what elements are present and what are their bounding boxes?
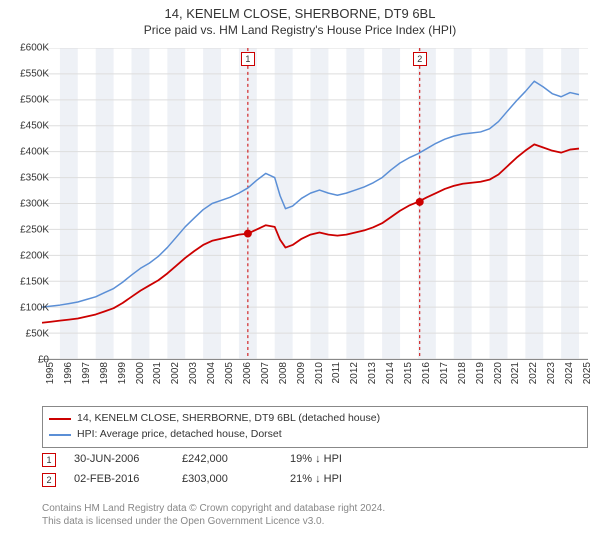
legend-label: 14, KENELM CLOSE, SHERBORNE, DT9 6BL (de… <box>77 411 380 427</box>
chart-svg <box>42 48 588 359</box>
sale-marker-flag: 2 <box>413 52 427 66</box>
x-tick-label: 2003 <box>188 362 199 384</box>
sales-table: 1 30-JUN-2006 £242,000 19% ↓ HPI 2 02-FEB-201… <box>42 450 380 490</box>
x-tick-label: 2013 <box>367 362 378 384</box>
chart-title-line1: 14, KENELM CLOSE, SHERBORNE, DT9 6BL <box>0 6 600 23</box>
y-tick-label: £200K <box>9 251 49 262</box>
x-tick-label: 1996 <box>63 362 74 384</box>
y-tick-label: £400K <box>9 147 49 158</box>
x-tick-label: 1998 <box>99 362 110 384</box>
sales-row: 2 02-FEB-2016 £303,000 21% ↓ HPI <box>42 470 380 490</box>
y-tick-label: £250K <box>9 225 49 236</box>
x-tick-label: 2022 <box>528 362 539 384</box>
x-tick-label: 2018 <box>457 362 468 384</box>
y-tick-label: £450K <box>9 121 49 132</box>
x-tick-label: 2009 <box>296 362 307 384</box>
x-tick-label: 2023 <box>546 362 557 384</box>
x-tick-label: 2017 <box>439 362 450 384</box>
x-tick-label: 2001 <box>152 362 163 384</box>
y-tick-label: £150K <box>9 277 49 288</box>
legend-label: HPI: Average price, detached house, Dors… <box>77 427 282 443</box>
sales-cell-date: 02-FEB-2016 <box>74 470 164 490</box>
x-tick-label: 2025 <box>582 362 593 384</box>
legend-swatch <box>49 418 71 420</box>
x-tick-label: 2010 <box>314 362 325 384</box>
x-tick-label: 2007 <box>260 362 271 384</box>
y-tick-label: £550K <box>9 69 49 80</box>
legend-item: 14, KENELM CLOSE, SHERBORNE, DT9 6BL (de… <box>49 411 581 427</box>
footer-line2: This data is licensed under the Open Gov… <box>42 515 385 528</box>
x-tick-label: 2006 <box>242 362 253 384</box>
x-tick-label: 2011 <box>331 362 342 384</box>
x-tick-label: 1997 <box>81 362 92 384</box>
y-tick-label: £0 <box>9 355 49 366</box>
legend-swatch <box>49 434 71 436</box>
x-tick-label: 2002 <box>170 362 181 384</box>
y-tick-label: £50K <box>9 329 49 340</box>
sales-cell-price: £303,000 <box>182 470 272 490</box>
sales-cell-date: 30-JUN-2006 <box>74 450 164 470</box>
x-tick-label: 2008 <box>278 362 289 384</box>
footer-attribution: Contains HM Land Registry data © Crown c… <box>42 502 385 528</box>
chart-title-line2: Price paid vs. HM Land Registry's House … <box>0 23 600 39</box>
x-tick-label: 2021 <box>510 362 521 384</box>
x-tick-label: 1999 <box>117 362 128 384</box>
x-tick-label: 2005 <box>224 362 235 384</box>
x-tick-label: 2014 <box>385 362 396 384</box>
sales-row: 1 30-JUN-2006 £242,000 19% ↓ HPI <box>42 450 380 470</box>
x-tick-label: 1995 <box>45 362 56 384</box>
y-tick-label: £500K <box>9 95 49 106</box>
x-tick-label: 2020 <box>493 362 504 384</box>
y-tick-label: £100K <box>9 303 49 314</box>
footer-line1: Contains HM Land Registry data © Crown c… <box>42 502 385 515</box>
x-tick-label: 2024 <box>564 362 575 384</box>
chart-plot-area <box>42 48 588 360</box>
sale-marker-flag: 1 <box>241 52 255 66</box>
x-tick-label: 2016 <box>421 362 432 384</box>
y-tick-label: £600K <box>9 43 49 54</box>
sales-cell-delta: 21% ↓ HPI <box>290 470 380 490</box>
x-tick-label: 2012 <box>349 362 360 384</box>
x-tick-label: 2019 <box>475 362 486 384</box>
x-tick-label: 2015 <box>403 362 414 384</box>
y-tick-label: £350K <box>9 173 49 184</box>
sales-row-marker: 1 <box>42 453 56 467</box>
legend-item: HPI: Average price, detached house, Dors… <box>49 427 581 443</box>
sales-cell-delta: 19% ↓ HPI <box>290 450 380 470</box>
chart-legend: 14, KENELM CLOSE, SHERBORNE, DT9 6BL (de… <box>42 406 588 448</box>
sales-cell-price: £242,000 <box>182 450 272 470</box>
x-tick-label: 2000 <box>135 362 146 384</box>
x-tick-label: 2004 <box>206 362 217 384</box>
sales-row-marker: 2 <box>42 473 56 487</box>
y-tick-label: £300K <box>9 199 49 210</box>
